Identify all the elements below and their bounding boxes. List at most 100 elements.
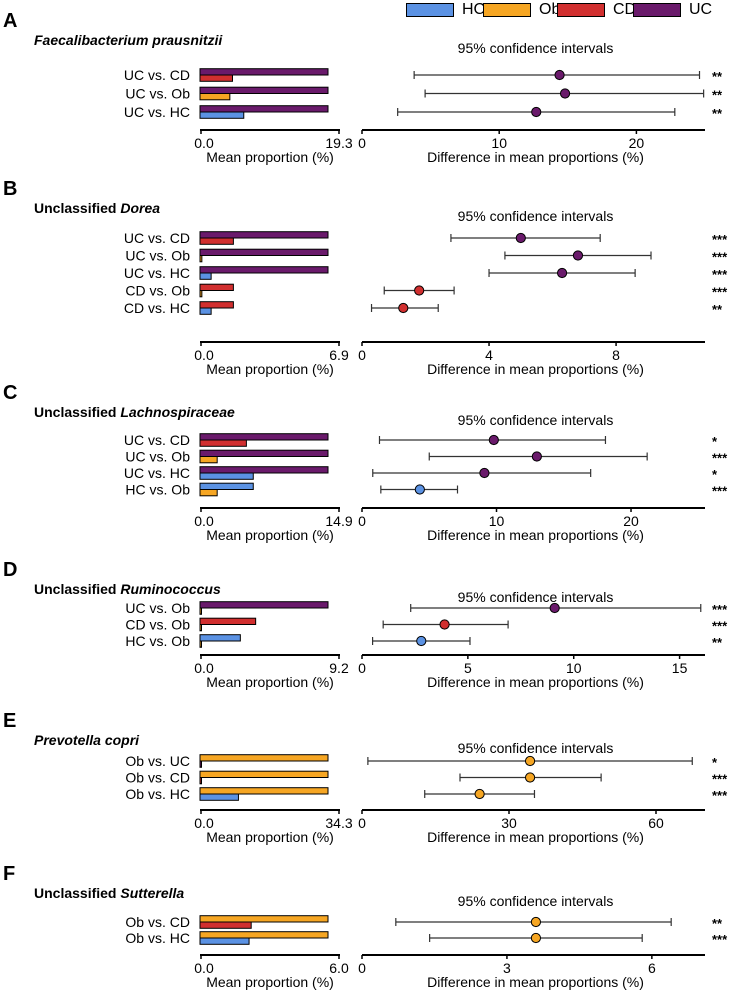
- comparison-row: UC vs. Ob **: [125, 86, 723, 103]
- comparison-row: CD vs. HC **: [124, 300, 723, 317]
- bar-cd: [199, 921, 252, 929]
- bar-axis-min-label: 0.0: [194, 660, 214, 676]
- ci-axis-tick-label: 8: [612, 347, 620, 363]
- comparison-label: UC vs. Ob: [125, 449, 190, 465]
- ci-axis-tick-label: 20: [623, 513, 639, 529]
- panel-title-part: Sutterella: [120, 885, 184, 901]
- significance-mark: *: [712, 467, 718, 482]
- comparison-label: Ob vs. UC: [125, 753, 190, 769]
- panel-c: C Unclassified Lachnospiraceae 95% confide…: [3, 382, 728, 543]
- bar-axis-title: Mean proportion (%): [206, 149, 334, 165]
- comparison-row: HC vs. Ob ***: [125, 482, 728, 499]
- ci-axis-tick-label: 20: [629, 135, 645, 151]
- ci-point: [554, 69, 565, 81]
- significance-mark: ***: [712, 788, 728, 803]
- comparison-label: UC vs. HC: [124, 265, 190, 281]
- significance-mark: ***: [712, 232, 728, 247]
- bar-cd: [199, 617, 257, 626]
- bar-hc: [199, 307, 212, 315]
- ci-point: [524, 755, 536, 767]
- ci-axis-title: Difference in mean proportions (%): [427, 974, 644, 990]
- ci-axis-tick-label: 0: [358, 960, 366, 976]
- ci-point: [416, 635, 427, 647]
- panel-letter: B: [3, 178, 17, 200]
- panel-title-part: Unclassified: [34, 404, 120, 420]
- bar-cd: [199, 301, 234, 309]
- panel-letter: D: [3, 559, 17, 581]
- ci-title: 95% confidence intervals: [458, 589, 614, 605]
- comparison-row: Ob vs. HC ***: [125, 786, 728, 803]
- bar-axis-max-label: 6.0: [329, 960, 349, 976]
- ci-point: [530, 932, 542, 944]
- ci-point: [414, 484, 425, 495]
- comparison-label: CD vs. HC: [124, 300, 190, 316]
- ci-point: [414, 285, 425, 296]
- ci-point: [559, 88, 571, 99]
- legend-swatch-hc: [406, 3, 454, 17]
- comparison-row: Ob vs. CD ***: [125, 770, 728, 787]
- bar-uc: [199, 231, 329, 239]
- panel-a: A Faecalibacterium prausnitzii 95% confide…: [3, 10, 723, 165]
- significance-mark: ***: [712, 932, 728, 947]
- comparison-label: CD vs. Ob: [125, 617, 190, 633]
- panel-title-part: Unclassified: [34, 581, 120, 597]
- panel-title-part: Faecalibacterium prausnitzii: [34, 32, 223, 48]
- bar-cd: [199, 439, 247, 447]
- ci-point: [479, 467, 490, 479]
- panel-letter: F: [3, 863, 15, 885]
- ci-axis-title: Difference in mean proportions (%): [427, 829, 644, 845]
- legend-label-ob: Ob: [539, 1, 561, 18]
- significance-mark: **: [712, 302, 723, 317]
- significance-mark: *: [712, 434, 718, 449]
- comparison-row: UC vs. Ob ***: [125, 449, 728, 466]
- ci-point: [474, 788, 485, 800]
- significance-mark: ***: [712, 285, 728, 300]
- comparison-row: UC vs. CD **: [124, 67, 723, 84]
- legend-swatch-ob: [483, 3, 531, 17]
- significance-mark: **: [712, 69, 723, 84]
- significance-mark: ***: [712, 619, 728, 634]
- bar-uc: [199, 601, 329, 609]
- ci-point: [530, 916, 542, 928]
- comparison-row: UC vs. CD *: [124, 432, 718, 449]
- bar-ob: [199, 640, 202, 648]
- ci-point: [398, 302, 409, 314]
- legend-label-cd: CD: [613, 1, 637, 18]
- ci-point: [531, 451, 542, 462]
- panel-b: B Unclassified Dorea 95% confidence interv…: [3, 178, 728, 377]
- comparison-row: UC vs. CD ***: [124, 230, 728, 247]
- comparison-label: UC vs. Ob: [125, 86, 190, 102]
- comparison-label: Ob vs. HC: [125, 930, 190, 946]
- comparison-label: UC vs. CD: [124, 230, 190, 246]
- legend-swatch-uc: [633, 3, 681, 17]
- bar-cd: [199, 237, 234, 245]
- bar-uc: [199, 760, 202, 768]
- bar-axis-title: Mean proportion (%): [206, 674, 334, 690]
- comparison-label: HC vs. Ob: [125, 633, 190, 649]
- bar-axis-title: Mean proportion (%): [206, 527, 334, 543]
- significance-mark: ***: [712, 484, 728, 499]
- panel-title-part: Dorea: [120, 200, 160, 216]
- ci-point: [515, 232, 526, 244]
- ci-point: [556, 267, 568, 279]
- bar-axis-title: Mean proportion (%): [206, 974, 334, 990]
- bar-ob: [199, 255, 203, 263]
- panel-f: F Unclassified Sutterella 95% confidence i…: [3, 863, 728, 990]
- panel-title: Faecalibacterium prausnitzii: [34, 32, 223, 48]
- ci-axis-tick-label: 0: [358, 513, 366, 529]
- panel-title: Unclassified Lachnospiraceae: [34, 404, 235, 420]
- panel-title-part: Lachnospiraceae: [120, 404, 235, 420]
- panel-letter: A: [3, 10, 17, 32]
- panel-e: E Prevotella copri 95% confidence interval…: [3, 710, 728, 845]
- bar-ob: [199, 915, 329, 923]
- bar-uc: [199, 105, 329, 113]
- bar-hc: [199, 937, 250, 945]
- ci-axis-title: Difference in mean proportions (%): [427, 674, 644, 690]
- significance-mark: ***: [712, 250, 728, 265]
- panel-letter: E: [3, 710, 16, 732]
- ci-title: 95% confidence intervals: [458, 40, 614, 56]
- comparison-row: HC vs. Ob **: [125, 633, 723, 650]
- bar-hc: [199, 272, 212, 280]
- ci-axis-tick-label: 3: [503, 960, 511, 976]
